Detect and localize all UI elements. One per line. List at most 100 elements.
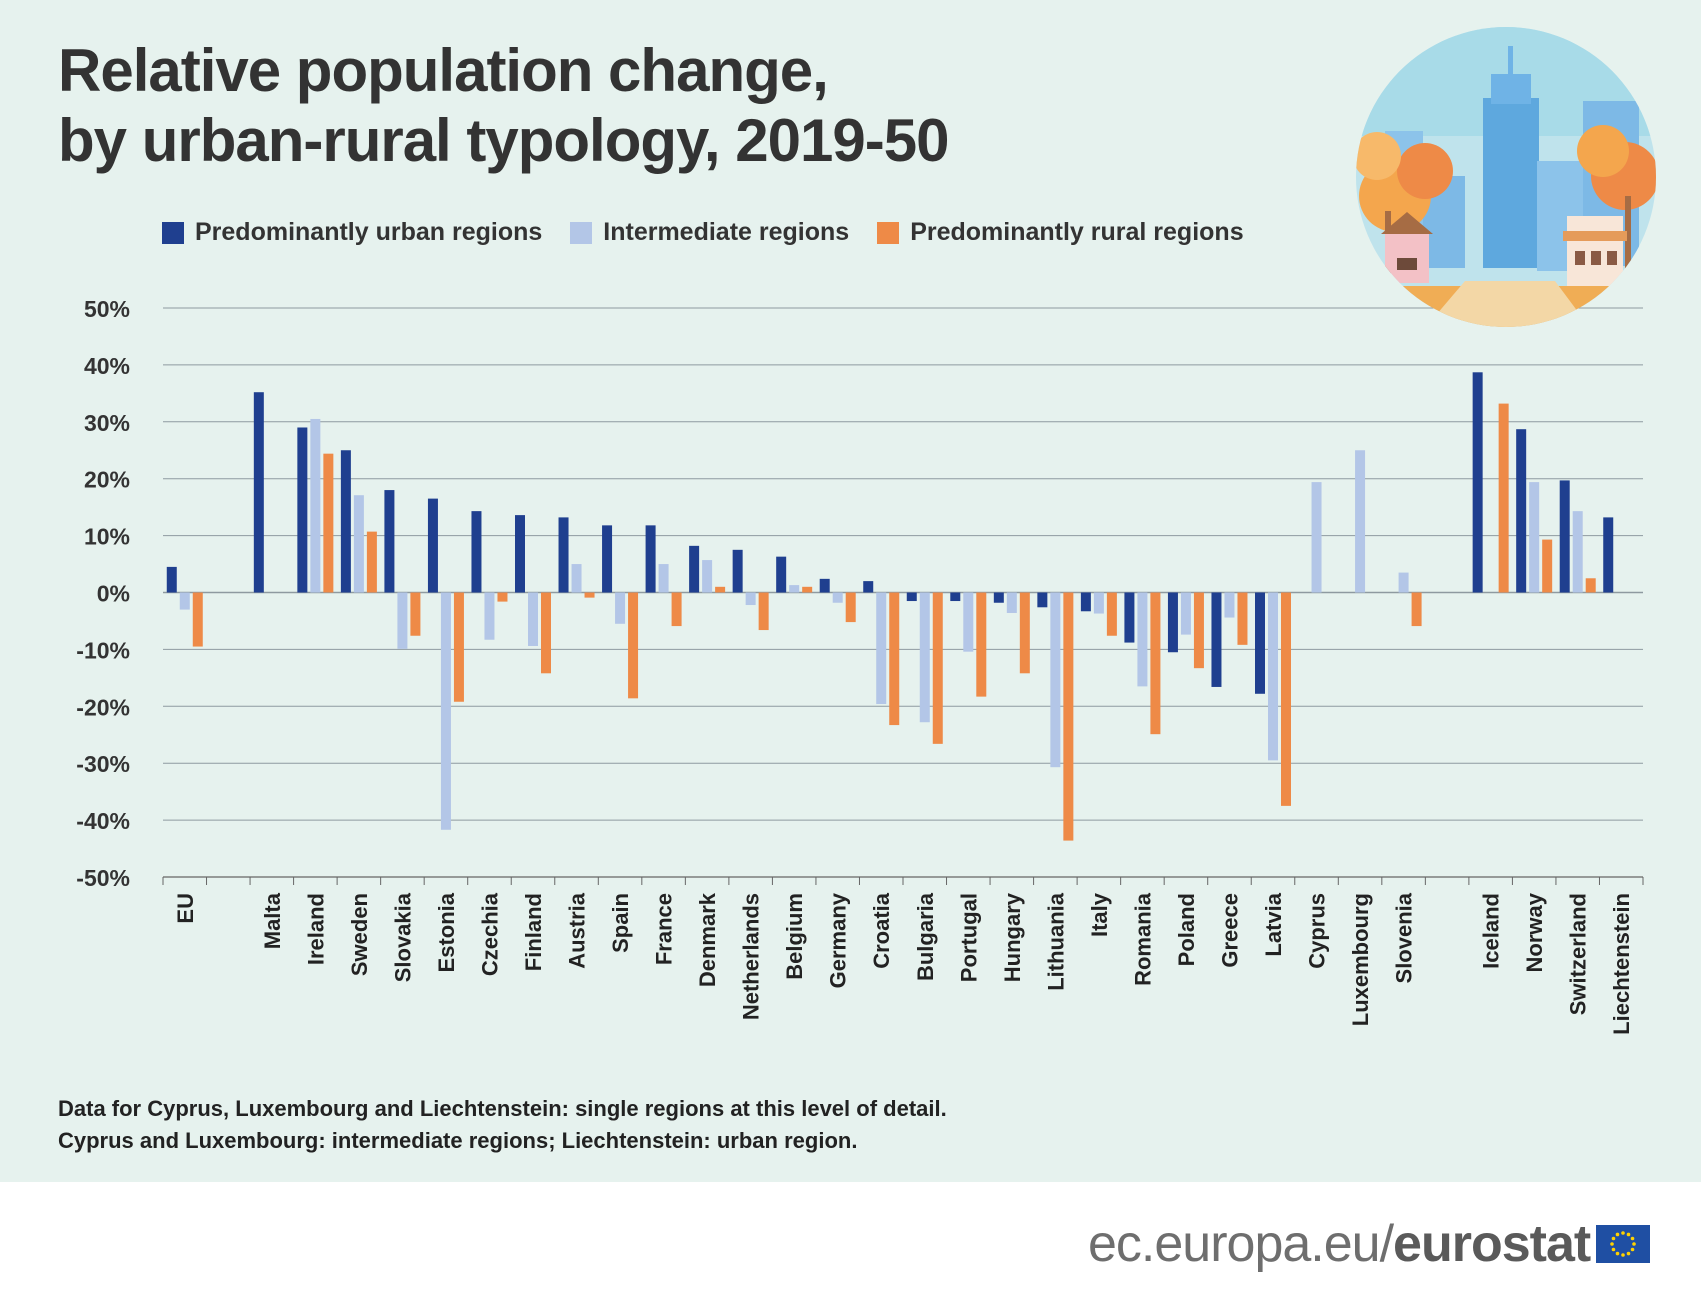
title-line-2: by urban-rural typology, 2019-50 [58, 107, 949, 174]
bar-rural [976, 592, 987, 697]
bar-rural [1150, 592, 1161, 735]
bar-intermediate [702, 560, 713, 593]
x-tick-label: Iceland [1479, 893, 1504, 969]
y-tick-label: 0% [97, 581, 130, 607]
bar-intermediate [179, 592, 190, 610]
chart-title: Relative population change, by urban-rur… [58, 36, 949, 176]
x-tick-label: Switzerland [1566, 893, 1591, 1015]
bar-intermediate [745, 592, 756, 606]
bar-intermediate [615, 592, 626, 624]
bar-intermediate [353, 495, 364, 593]
bars [166, 372, 1614, 841]
x-tick-label: Norway [1522, 892, 1547, 972]
bar-urban [993, 592, 1004, 603]
bar-rural [1019, 592, 1030, 674]
city-illustration [1356, 27, 1656, 327]
eu-star [1611, 1236, 1616, 1241]
y-tick-label: 20% [84, 467, 130, 493]
legend-item-urban: Predominantly urban regions [162, 218, 542, 247]
x-tick-label: Croatia [869, 892, 894, 969]
eu-star [1626, 1232, 1631, 1237]
x-tick-label: Ireland [303, 893, 328, 965]
bar-intermediate [832, 592, 843, 603]
x-tick-label: Finland [521, 893, 546, 971]
x-tick-label: France [652, 893, 677, 965]
bar-rural [628, 592, 639, 699]
bar-rural [802, 586, 813, 593]
x-tick-label: EU [173, 893, 198, 924]
eu-star [1615, 1232, 1620, 1237]
footer-branding: ec.europa.eu/ eurostat [1088, 1214, 1651, 1274]
bar-rural [366, 531, 377, 593]
x-tick-label: Romania [1130, 892, 1155, 986]
bar-urban [863, 581, 874, 593]
bar-intermediate [1311, 482, 1322, 593]
x-axis [162, 876, 1644, 885]
bar-urban [1167, 592, 1178, 653]
bar-intermediate [1093, 592, 1104, 614]
x-tick-label: Denmark [695, 892, 720, 987]
eu-star [1630, 1236, 1635, 1241]
bar-rural [715, 586, 726, 593]
bar-rural [497, 592, 508, 602]
y-axis-tick-labels: 50% 40% 30% 20% 10% 0% -10% -20% -30% -40% -50% [76, 296, 130, 891]
bar-rural [453, 592, 464, 702]
bar-urban [471, 511, 482, 593]
legend-swatch-urban [162, 221, 184, 244]
x-tick-label: Belgium [782, 893, 807, 980]
bar-rural [1237, 592, 1248, 645]
chart-notes: Data for Cyprus, Luxembourg and Liechten… [58, 1093, 947, 1157]
eu-star [1611, 1247, 1616, 1252]
bar-rural [1106, 592, 1117, 636]
y-tick-label: -10% [76, 637, 130, 663]
bar-urban [1080, 592, 1091, 612]
eu-star [1626, 1251, 1631, 1256]
bar-intermediate [963, 592, 974, 652]
x-tick-label: Slovakia [390, 892, 415, 982]
bar-urban [819, 578, 830, 593]
x-tick-label: Poland [1174, 893, 1199, 966]
legend-label-intermediate: Intermediate regions [603, 218, 850, 246]
x-tick-label: Italy [1087, 892, 1112, 937]
x-axis-tick-labels: EU Malta Ireland Sweden Slovakia Estonia Czech… [173, 892, 1634, 1035]
y-tick-label: 50% [84, 296, 130, 322]
bar-urban [1124, 592, 1135, 643]
bar-rural [323, 453, 334, 593]
bar-urban [602, 525, 613, 593]
bar-intermediate [919, 592, 930, 723]
title-line-1: Relative population change, [58, 37, 829, 104]
y-tick-label: -40% [76, 808, 130, 834]
bar-intermediate [440, 592, 451, 830]
bar-urban [1211, 592, 1222, 687]
bar-rural [1542, 539, 1553, 593]
bar-intermediate [1529, 482, 1540, 593]
bar-intermediate [876, 592, 887, 705]
bar-urban [1516, 429, 1527, 593]
bar-urban [340, 450, 351, 593]
bar-rural [1193, 592, 1204, 669]
bar-rural [1411, 592, 1422, 627]
bar-intermediate [528, 592, 538, 646]
bar-intermediate [310, 418, 321, 593]
bar-intermediate [1398, 572, 1409, 593]
x-tick-label: Malta [260, 892, 285, 949]
legend-label-rural: Predominantly rural regions [910, 218, 1244, 246]
bar-rural [1498, 403, 1509, 593]
y-tick-label: 30% [84, 410, 130, 436]
eu-star [1632, 1242, 1636, 1246]
bar-rural [1063, 592, 1074, 841]
note-line-2: Cyprus and Luxembourg: intermediate regi… [58, 1128, 858, 1153]
bar-intermediate [1224, 592, 1235, 618]
bar-rural [410, 592, 421, 636]
bar-urban [515, 515, 525, 593]
bar-chart: 50% 40% 30% 20% 10% 0% -10% -20% -30% -40% -50% EU… [76, 296, 1644, 1035]
x-tick-label: Czechia [477, 892, 502, 976]
chart-legend: Predominantly urban regions Intermediate… [162, 218, 1244, 247]
bar-intermediate [1355, 450, 1366, 593]
x-tick-label: Bulgaria [913, 892, 938, 981]
footer-brand: eurostat [1393, 1215, 1591, 1273]
y-tick-label: -30% [76, 751, 130, 777]
x-tick-label: Luxembourg [1348, 893, 1373, 1026]
bar-intermediate [789, 585, 800, 593]
bar-rural [889, 592, 900, 726]
